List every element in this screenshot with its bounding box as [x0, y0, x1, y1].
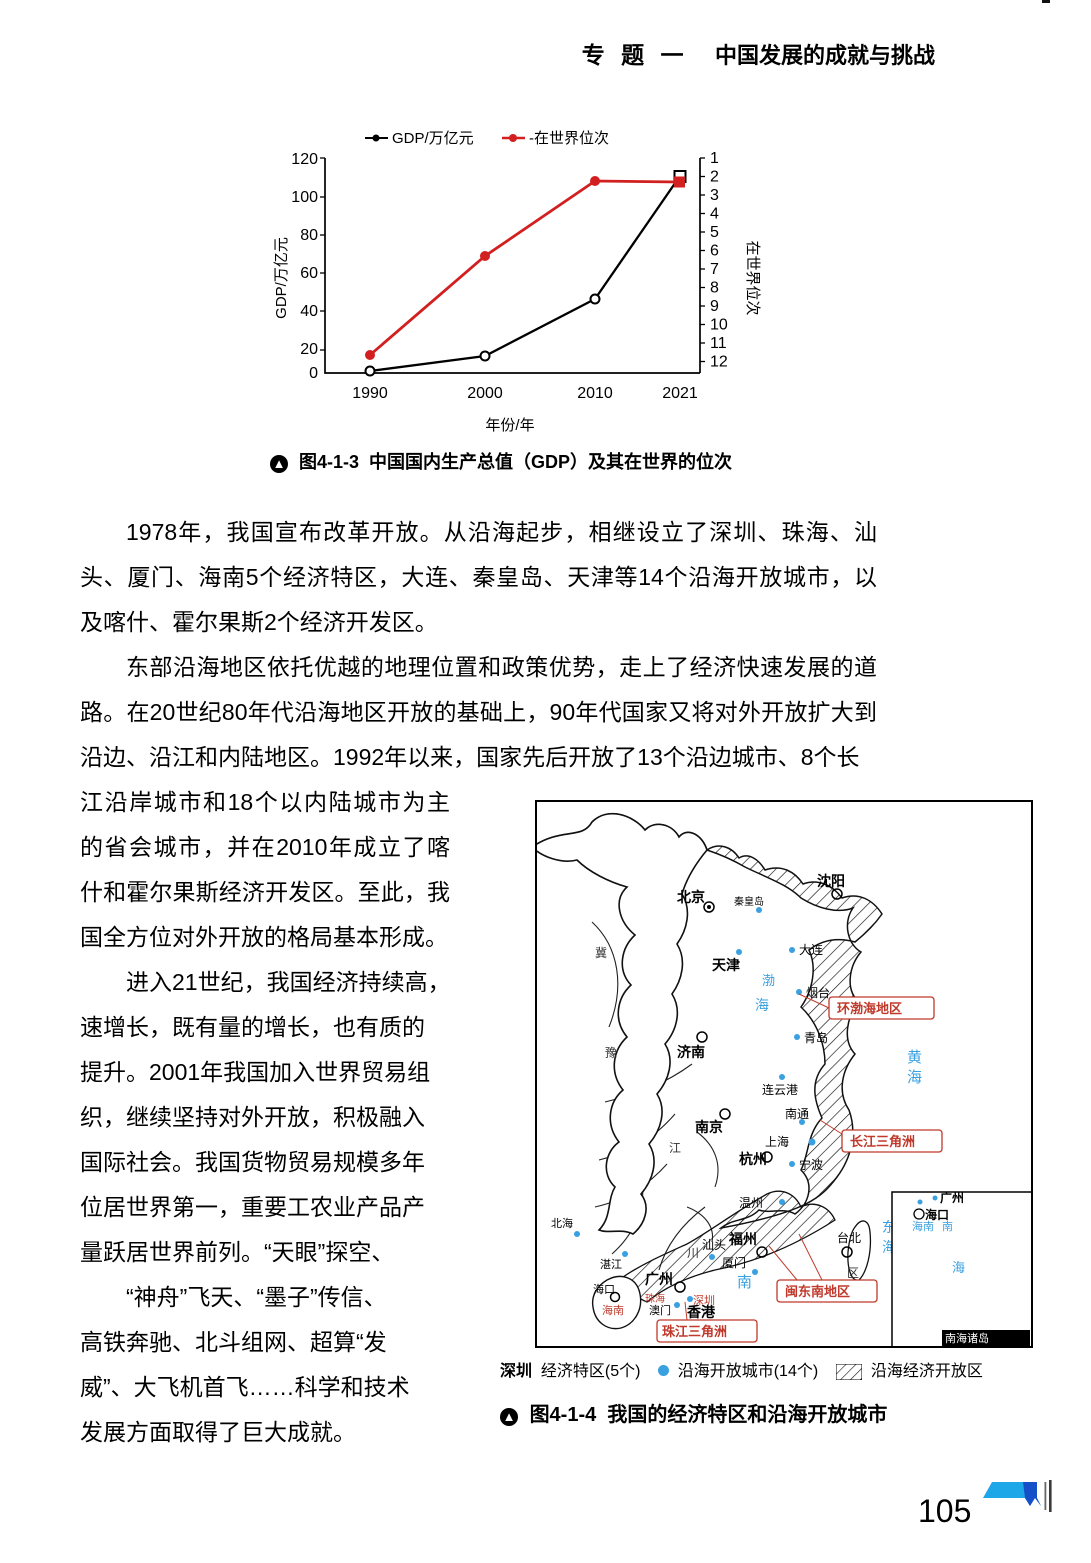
svg-text:海南: 海南 [912, 1219, 934, 1233]
svg-text:珠海: 珠海 [645, 1292, 665, 1305]
svg-text:南海诸岛: 南海诸岛 [945, 1331, 989, 1345]
svg-text:60: 60 [300, 265, 318, 282]
svg-text:11: 11 [710, 335, 727, 352]
svg-text:黄: 黄 [907, 1049, 922, 1066]
svg-text:香港: 香港 [686, 1304, 716, 1320]
svg-text:9: 9 [710, 298, 719, 315]
svg-text:渤: 渤 [762, 973, 775, 988]
svg-text:大连: 大连 [799, 942, 823, 957]
svg-text:温州: 温州 [739, 1196, 763, 1210]
svg-text:广州: 广州 [645, 1271, 673, 1287]
svg-text:2010: 2010 [577, 385, 613, 402]
svg-text:福州: 福州 [728, 1231, 757, 1247]
svg-text:年份/年: 年份/年 [485, 417, 534, 434]
svg-text:2021: 2021 [662, 385, 698, 402]
svg-text:青岛: 青岛 [804, 1030, 828, 1045]
svg-text:6: 6 [710, 243, 719, 260]
svg-text:-在世界位次: -在世界位次 [529, 130, 609, 147]
svg-text:海: 海 [907, 1069, 922, 1086]
svg-text:北海: 北海 [551, 1216, 573, 1230]
svg-text:GDP/万亿元: GDP/万亿元 [392, 130, 474, 147]
svg-text:10: 10 [710, 317, 728, 334]
svg-text:4: 4 [710, 206, 719, 223]
svg-text:南京: 南京 [695, 1119, 723, 1135]
svg-text:海南: 海南 [602, 1303, 624, 1317]
svg-text:7: 7 [710, 261, 719, 278]
svg-text:20: 20 [300, 341, 318, 358]
svg-text:豫: 豫 [605, 1046, 617, 1060]
svg-text:长江三角洲: 长江三角洲 [850, 1134, 915, 1149]
svg-text:烟台: 烟台 [806, 985, 830, 1000]
svg-text:12: 12 [710, 354, 728, 371]
svg-text:0: 0 [309, 365, 318, 382]
svg-text:宁波: 宁波 [799, 1157, 823, 1172]
svg-text:区: 区 [847, 1266, 859, 1280]
svg-text:天津: 天津 [712, 957, 740, 973]
svg-text:环渤海地区: 环渤海地区 [837, 1001, 902, 1016]
svg-text:澳门: 澳门 [649, 1303, 671, 1317]
svg-text:珠江三角洲: 珠江三角洲 [662, 1324, 727, 1339]
svg-text:海: 海 [755, 997, 769, 1013]
svg-text:闽东南地区: 闽东南地区 [785, 1284, 850, 1299]
svg-text:8: 8 [710, 280, 719, 297]
svg-text:冀: 冀 [595, 946, 607, 960]
svg-text:2: 2 [710, 169, 719, 186]
svg-text:在世界位次: 在世界位次 [744, 240, 761, 315]
svg-text:南: 南 [942, 1220, 953, 1233]
svg-text:海口: 海口 [925, 1207, 949, 1222]
svg-text:海口: 海口 [593, 1282, 615, 1296]
svg-text:GDP/万亿元: GDP/万亿元 [273, 237, 290, 319]
svg-text:100: 100 [291, 189, 318, 206]
svg-text:济南: 济南 [677, 1044, 705, 1060]
svg-text:1: 1 [710, 150, 719, 167]
svg-text:厦门: 厦门 [722, 1255, 746, 1270]
svg-text:120: 120 [291, 151, 318, 168]
svg-text:南: 南 [737, 1274, 752, 1291]
svg-text:海: 海 [952, 1260, 965, 1275]
svg-text:1990: 1990 [352, 385, 388, 402]
svg-text:台北: 台北 [837, 1230, 861, 1245]
svg-text:连云港: 连云港 [762, 1082, 798, 1097]
svg-text:秦皇岛: 秦皇岛 [734, 895, 764, 908]
svg-text:江: 江 [669, 1141, 681, 1155]
svg-text:湛江: 湛江 [600, 1258, 622, 1271]
svg-text:上海: 上海 [765, 1134, 789, 1149]
svg-text:2000: 2000 [467, 385, 503, 402]
svg-text:80: 80 [300, 227, 318, 244]
svg-text:沈阳: 沈阳 [817, 873, 845, 889]
svg-text:5: 5 [710, 224, 719, 241]
svg-text:南通: 南通 [785, 1106, 809, 1121]
svg-text:3: 3 [710, 187, 719, 204]
svg-text:杭州: 杭州 [739, 1151, 767, 1167]
svg-text:川: 川 [687, 1246, 699, 1260]
svg-text:广州: 广州 [940, 1190, 964, 1205]
svg-text:40: 40 [300, 303, 318, 320]
svg-text:北京: 北京 [677, 889, 705, 905]
svg-text:汕头: 汕头 [702, 1238, 726, 1252]
